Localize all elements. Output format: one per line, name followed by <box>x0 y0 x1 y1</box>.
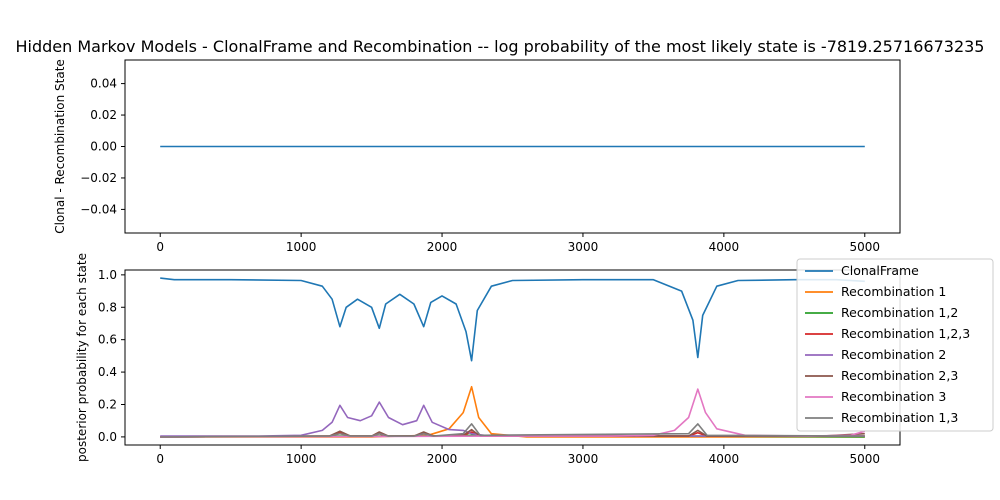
top-axes: 0 1000 2000 3000 4000 5000 −0.04 −0.02 0.00 0.02 0… <box>53 59 901 254</box>
legend-label: Recombination 1 <box>841 284 946 299</box>
y-tick-label: 0.0 <box>98 430 117 444</box>
y-tick-label: 1.0 <box>98 268 117 282</box>
series-line-clonalframe <box>160 277 865 362</box>
y-tick-label: 0.4 <box>98 365 117 379</box>
axes-frame <box>124 269 901 446</box>
x-tick-label: 0 <box>156 452 164 466</box>
legend-box <box>796 258 994 432</box>
legend-label: Recombination 1,2,3 <box>841 326 970 341</box>
y-axis-label: posterior probability for each state <box>75 253 89 462</box>
series-line-recombination-1 <box>160 385 865 438</box>
x-tick-label: 4000 <box>709 452 740 466</box>
y-tick-label: −0.04 <box>80 202 117 216</box>
y-tick-label: 0.04 <box>90 77 117 91</box>
y-tick-label: 0.02 <box>90 108 117 122</box>
x-tick-label: 0 <box>156 240 164 254</box>
y-tick-label: 0.8 <box>98 300 117 314</box>
x-tick-label: 3000 <box>568 452 599 466</box>
series-line-recombination-1-3 <box>160 423 865 438</box>
legend-label: Recombination 1,3 <box>841 410 958 425</box>
legend-label: Recombination 1,2 <box>841 305 958 320</box>
x-tick-label: 2000 <box>427 240 458 254</box>
series-line-recombination-2 <box>160 401 865 437</box>
x-tick-label: 5000 <box>849 240 880 254</box>
x-tick-label: 4000 <box>709 240 740 254</box>
y-tick-label: 0.00 <box>90 140 117 154</box>
legend: ClonalFrame Recombination 1 Recombination … <box>796 258 994 432</box>
y-tick-label: −0.02 <box>80 171 117 185</box>
series-line-recombination-3 <box>160 388 866 438</box>
y-tick-label: 0.6 <box>98 333 117 347</box>
x-tick-label: 5000 <box>849 452 880 466</box>
legend-label: Recombination 2 <box>841 347 946 362</box>
x-tick-label: 1000 <box>286 452 317 466</box>
y-tick-label: 0.2 <box>98 397 117 411</box>
bottom-axes: 0 1000 2000 3000 4000 5000 0.0 0.2 0.4 0.6 0.8 1.0 p… <box>75 253 901 466</box>
x-tick-label: 2000 <box>427 452 458 466</box>
legend-label: ClonalFrame <box>841 263 919 278</box>
x-tick-label: 1000 <box>286 240 317 254</box>
figure-title: Hidden Markov Models - ClonalFrame and R… <box>16 37 985 56</box>
legend-label: Recombination 2,3 <box>841 368 958 383</box>
x-tick-label: 3000 <box>568 240 599 254</box>
legend-label: Recombination 3 <box>841 389 946 404</box>
y-axis-label: Clonal - Recombination State <box>53 59 67 234</box>
